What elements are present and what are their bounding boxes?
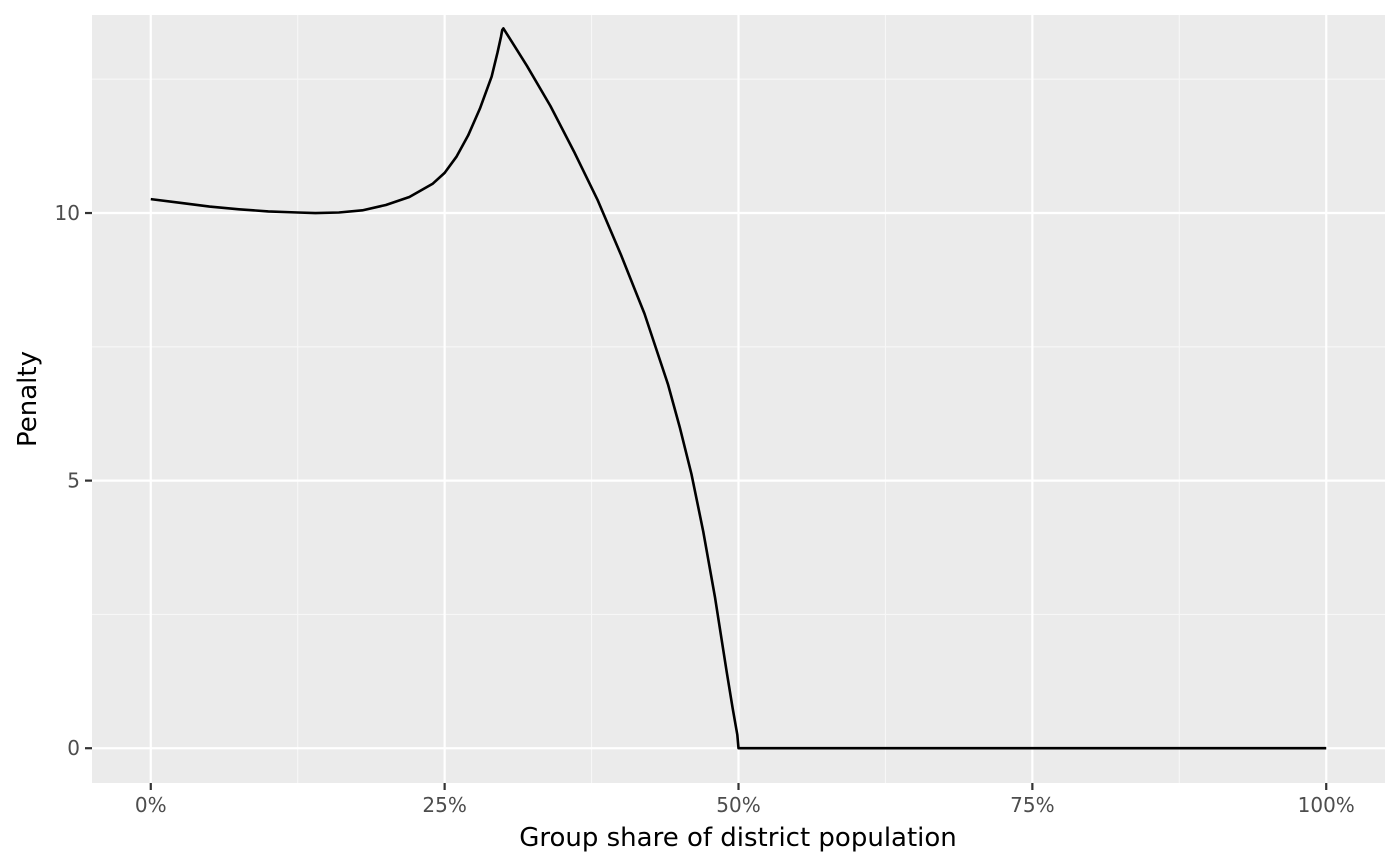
x-tick-label: 25% [422, 793, 466, 817]
x-axis: 0% 25% 50% 75% 100% [135, 783, 1355, 817]
series-line-0 [150, 27, 1327, 750]
x-tick-label: 100% [1298, 793, 1355, 817]
major-gridlines [92, 15, 1385, 783]
y-tick-label: 0 [67, 736, 80, 760]
x-axis-title: Group share of district population [519, 823, 957, 853]
x-tick-label: 75% [1010, 793, 1054, 817]
y-tick-label: 10 [55, 201, 80, 225]
y-tick-label: 5 [67, 469, 80, 493]
series-layer [150, 27, 1327, 750]
x-tick-label: 0% [135, 793, 167, 817]
x-tick-label: 50% [716, 793, 760, 817]
y-axis-title: Penalty [13, 351, 43, 447]
y-axis: 0 5 10 [55, 201, 92, 760]
